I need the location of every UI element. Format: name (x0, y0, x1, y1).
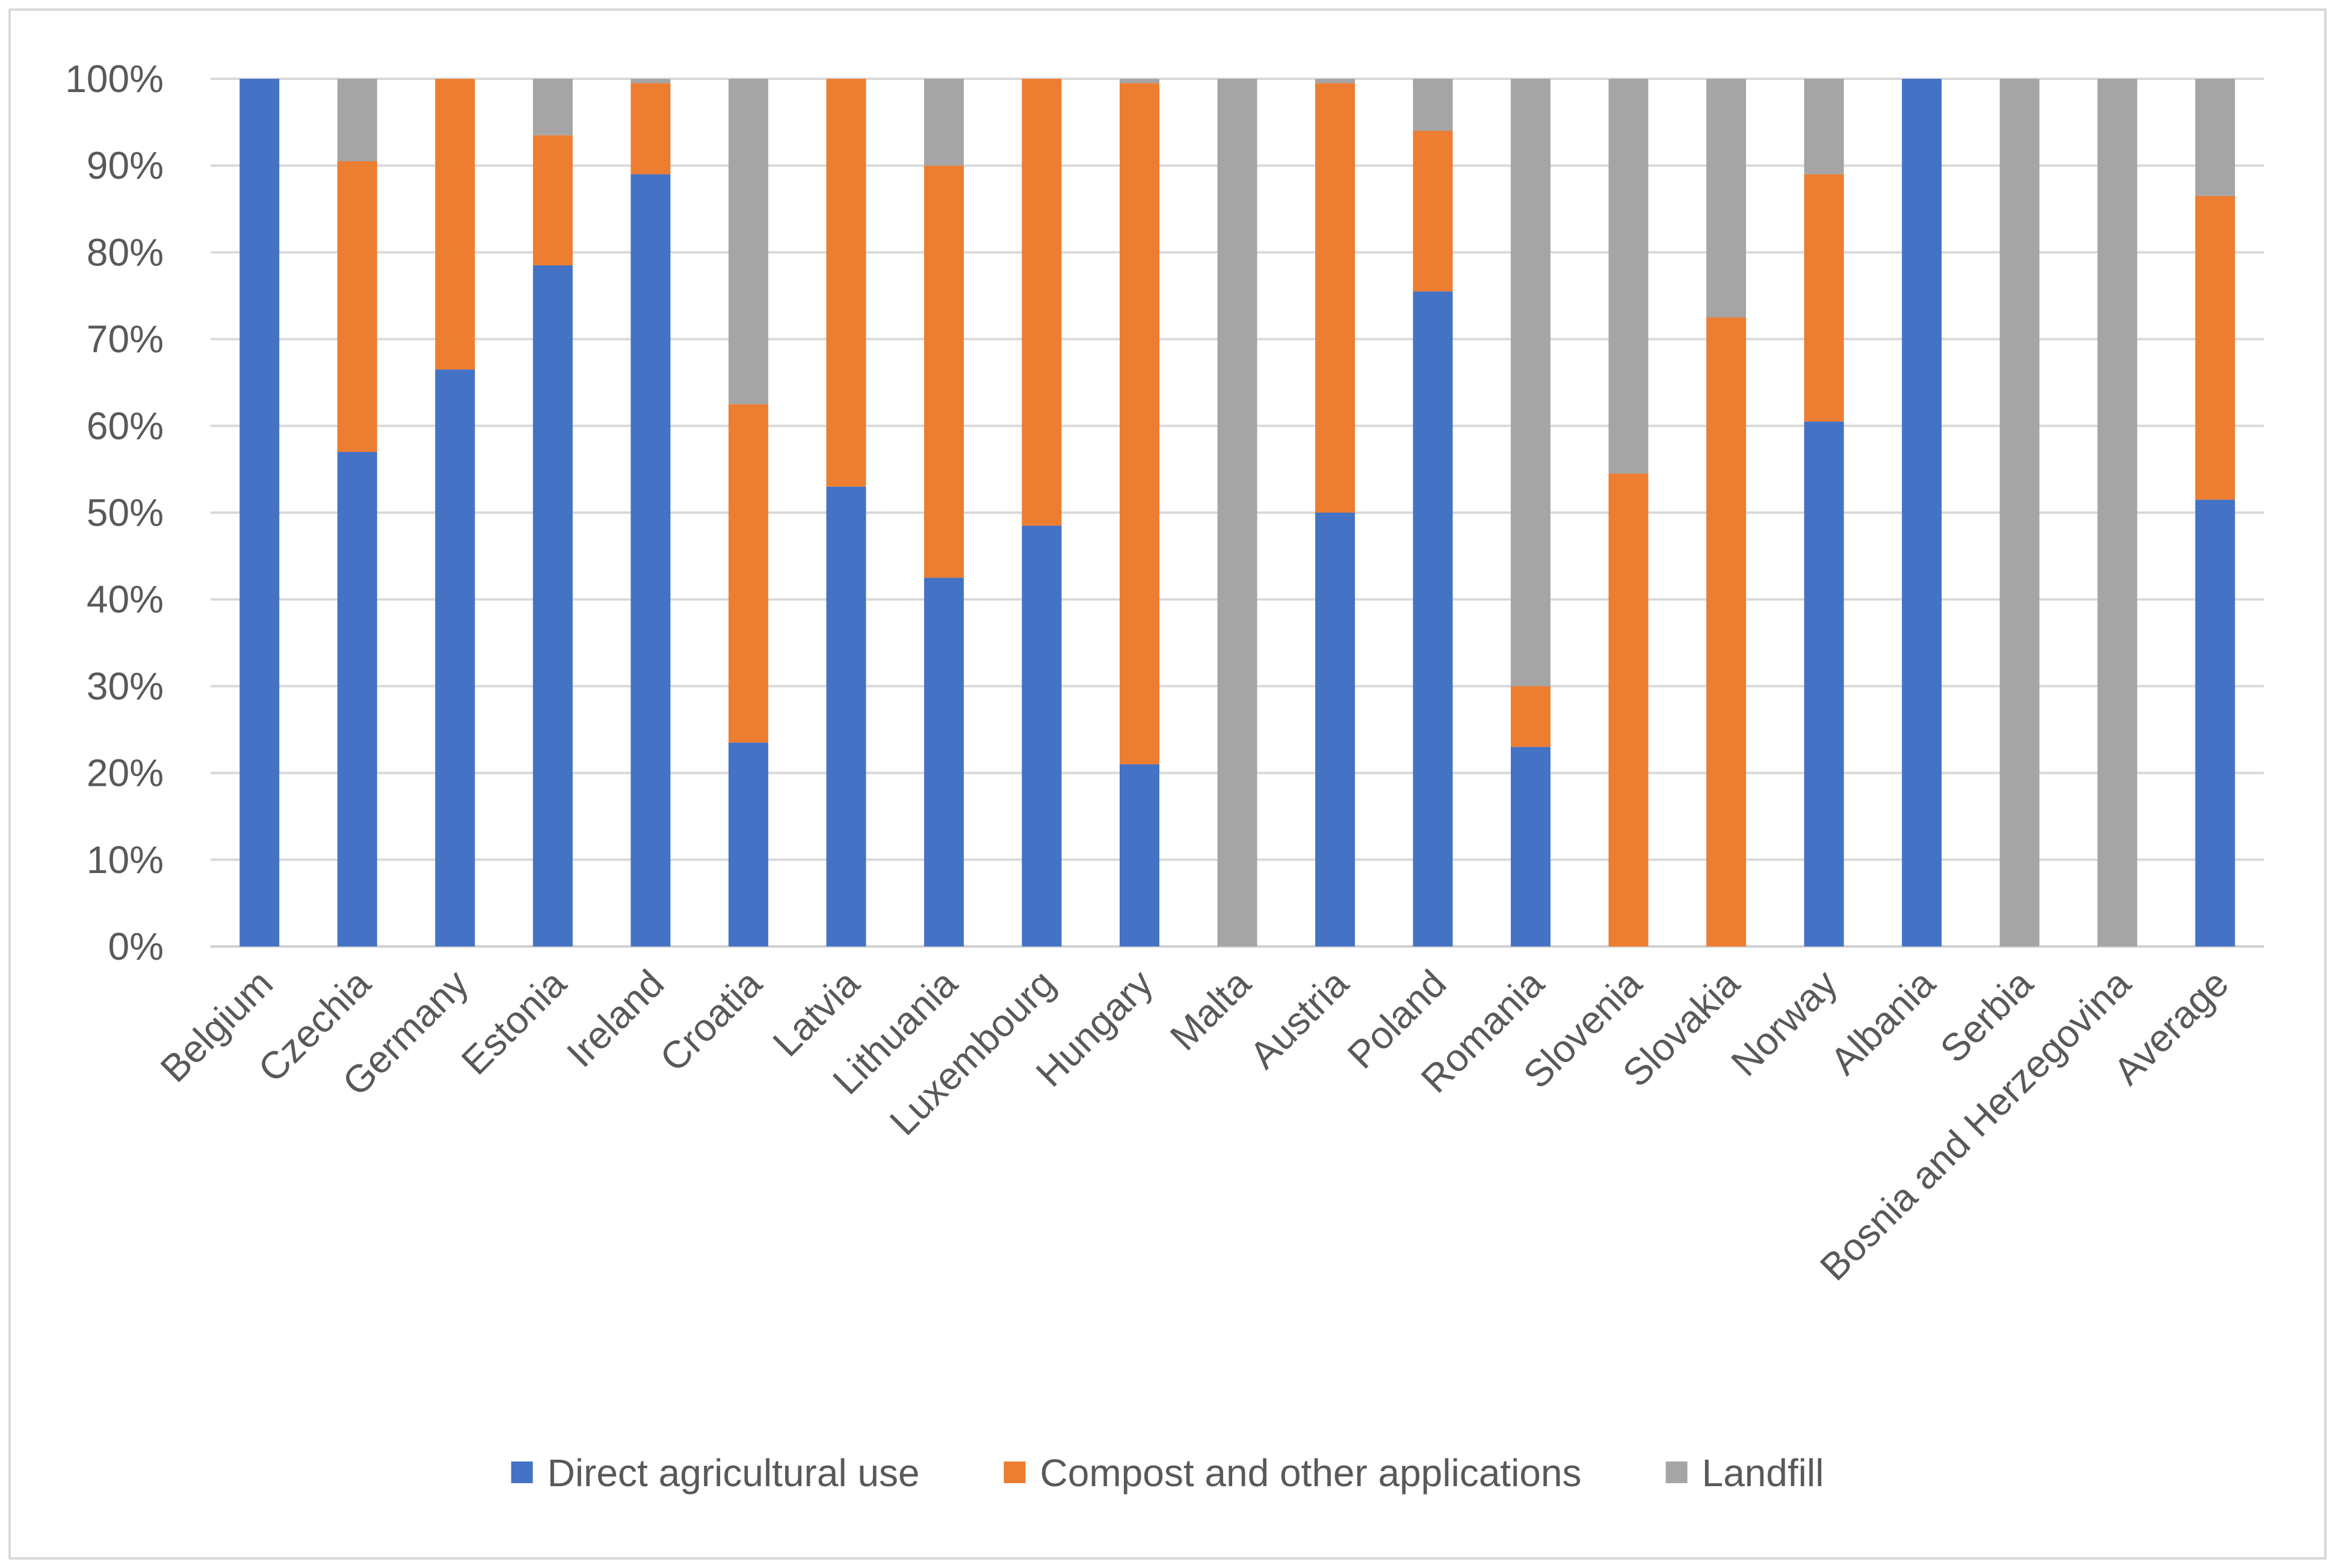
bar-segment-direct-agricultural-use-poland (1413, 291, 1453, 946)
bar-segment-landfill-ireland (631, 79, 671, 84)
bar-segment-landfill-slovenia (1608, 79, 1649, 474)
bar-segment-landfill-estonia (532, 79, 573, 135)
bar-segment-direct-agricultural-use-estonia (532, 265, 573, 946)
bar-segment-direct-agricultural-use-croatia (728, 742, 768, 946)
bar-segment-direct-agricultural-use-average (2195, 499, 2235, 946)
bar-segment-landfill-norway (1804, 79, 1844, 174)
bar-segment-compost-and-other-applications-austria (1315, 83, 1356, 513)
y-tick-label: 80% (87, 230, 164, 274)
legend-item-landfill[interactable]: Landfill (1665, 1451, 1824, 1495)
bar-segment-direct-agricultural-use-latvia (826, 486, 866, 946)
legend-swatch (1665, 1462, 1688, 1483)
bar-segment-direct-agricultural-use-hungary (1119, 764, 1159, 946)
bar-segment-compost-and-other-applications-average (2195, 196, 2235, 500)
y-tick-label: 90% (87, 144, 164, 187)
x-category-label: Estonia (453, 961, 575, 1083)
bar-segment-landfill-slovakia (1706, 79, 1747, 318)
y-tick-label: 10% (87, 838, 164, 881)
bar-segment-compost-and-other-applications-slovenia (1608, 474, 1649, 946)
x-category-label: Austria (1241, 961, 1357, 1077)
bar-segment-direct-agricultural-use-romania (1511, 747, 1551, 946)
legend-label: Landfill (1702, 1451, 1824, 1495)
legend-label: Direct agricultural use (548, 1451, 920, 1495)
legend-item-compost-and-other-applications[interactable]: Compost and other applications (1004, 1451, 1582, 1495)
bar-segment-compost-and-other-applications-latvia (826, 79, 866, 487)
bar-segment-compost-and-other-applications-germany (435, 79, 475, 370)
y-tick-label: 100% (65, 57, 164, 100)
bar-segment-compost-and-other-applications-ireland (631, 83, 671, 174)
bar-segment-compost-and-other-applications-croatia (728, 404, 768, 743)
bar-segment-landfill-hungary (1119, 79, 1159, 84)
bars (239, 79, 2235, 946)
bar-segment-compost-and-other-applications-estonia (532, 135, 573, 266)
bar-segment-direct-agricultural-use-norway (1804, 421, 1844, 946)
bar-segment-compost-and-other-applications-poland (1413, 131, 1453, 292)
bar-segment-compost-and-other-applications-lithuania (924, 165, 964, 578)
bar-segment-landfill-average (2195, 79, 2235, 196)
legend-label: Compost and other applications (1040, 1451, 1582, 1495)
bar-segment-direct-agricultural-use-germany (435, 369, 475, 946)
bar-segment-landfill-serbia (1999, 79, 2040, 946)
bar-segment-compost-and-other-applications-luxembourg (1022, 79, 1062, 526)
x-category-label: Ireland (558, 961, 672, 1075)
bar-segment-compost-and-other-applications-hungary (1119, 83, 1159, 765)
bar-segment-landfill-malta (1217, 79, 1257, 946)
bar-segment-direct-agricultural-use-ireland (631, 174, 671, 946)
bar-segment-landfill-lithuania (924, 79, 964, 166)
bar-segment-direct-agricultural-use-luxembourg (1022, 525, 1062, 946)
legend-item-direct-agricultural-use[interactable]: Direct agricultural use (511, 1451, 920, 1495)
y-axis-tick-labels: 0% 10% 20% 30% 40% 50% 60% 70% 80% 90% 100% (65, 57, 164, 968)
y-tick-label: 70% (87, 318, 164, 361)
bar-segment-compost-and-other-applications-slovakia (1706, 317, 1747, 946)
legend[interactable]: Direct agricultural use Compost and other… (511, 1451, 1824, 1495)
bar-segment-direct-agricultural-use-austria (1315, 513, 1356, 946)
bar-segment-direct-agricultural-use-lithuania (924, 578, 964, 946)
bar-segment-landfill-poland (1413, 79, 1453, 131)
bar-segment-direct-agricultural-use-albania (1902, 79, 1942, 946)
bar-segment-landfill-romania (1511, 79, 1551, 687)
legend-swatch (1004, 1462, 1026, 1483)
x-axis-category-labels: BelgiumCzechiaGermanyEstoniaIrelandCroat… (152, 961, 2237, 1289)
y-tick-label: 30% (87, 664, 164, 708)
y-tick-label: 0% (108, 925, 164, 968)
bar-segment-compost-and-other-applications-romania (1511, 686, 1551, 747)
y-tick-label: 60% (87, 404, 164, 448)
bar-segment-landfill-czechia (337, 79, 377, 161)
bar-segment-compost-and-other-applications-norway (1804, 174, 1844, 422)
bar-segment-landfill-bosnia-and-herzegovina (2097, 79, 2138, 946)
x-category-label: Norway (1723, 961, 1845, 1084)
legend-swatch (511, 1462, 533, 1483)
bar-segment-compost-and-other-applications-czechia (337, 161, 377, 452)
bar-segment-direct-agricultural-use-czechia (337, 452, 377, 946)
bar-segment-direct-agricultural-use-belgium (239, 79, 280, 946)
y-tick-label: 50% (87, 491, 164, 534)
bar-segment-landfill-austria (1315, 79, 1356, 84)
y-tick-label: 20% (87, 752, 164, 795)
bar-segment-landfill-croatia (728, 79, 768, 404)
x-category-label: Croatia (652, 961, 770, 1080)
x-category-label: Albania (1822, 961, 1943, 1083)
y-tick-label: 40% (87, 578, 164, 621)
